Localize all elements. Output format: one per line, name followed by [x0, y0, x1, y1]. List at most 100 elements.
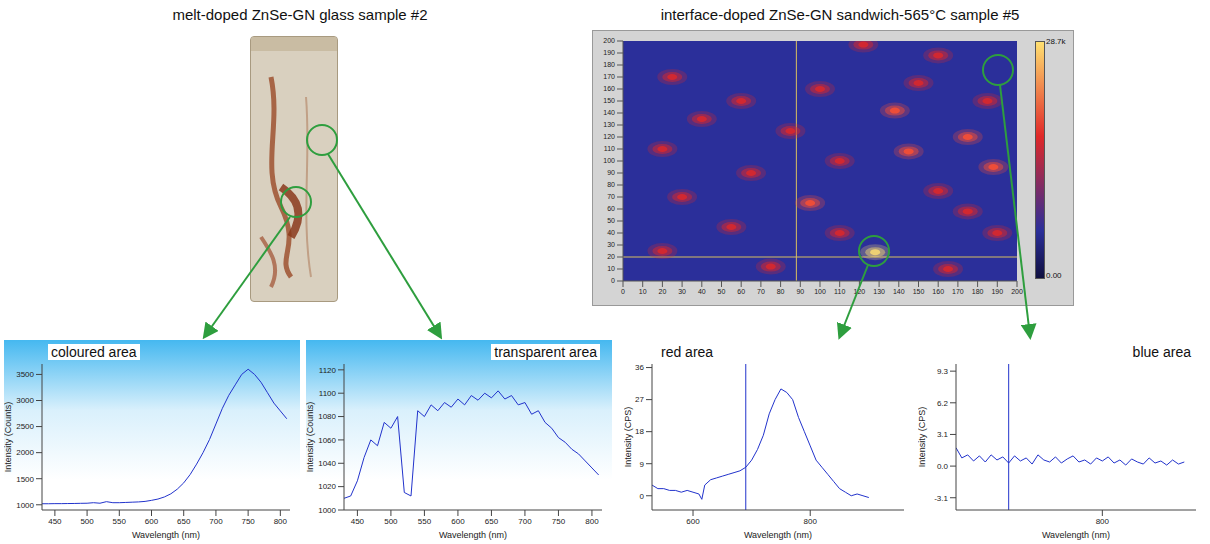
svg-text:6.2: 6.2 — [937, 399, 949, 408]
svg-text:600: 600 — [451, 517, 465, 526]
svg-text:3.1: 3.1 — [937, 430, 949, 439]
svg-text:180: 180 — [972, 288, 984, 295]
svg-text:40: 40 — [698, 288, 706, 295]
svg-text:550: 550 — [418, 517, 432, 526]
svg-text:170: 170 — [952, 288, 964, 295]
svg-text:110: 110 — [834, 288, 845, 295]
svg-text:Wavelength (nm): Wavelength (nm) — [744, 530, 812, 540]
svg-text:1080: 1080 — [318, 412, 336, 421]
svg-text:1120: 1120 — [319, 366, 337, 375]
svg-text:160: 160 — [603, 85, 615, 92]
svg-text:150: 150 — [603, 97, 615, 104]
svg-text:190: 190 — [991, 288, 1003, 295]
svg-text:Wavelength (nm): Wavelength (nm) — [1042, 530, 1110, 540]
svg-text:750: 750 — [552, 517, 566, 526]
svg-text:500: 500 — [80, 517, 94, 526]
svg-text:80: 80 — [607, 181, 615, 188]
svg-text:140: 140 — [603, 109, 615, 116]
svg-text:36: 36 — [635, 363, 644, 372]
html-text:red area: red area — [661, 344, 714, 360]
svg-text:2500: 2500 — [16, 422, 34, 431]
svg-text:800: 800 — [804, 517, 818, 526]
svg-text:Intensity (CPS): Intensity (CPS) — [918, 407, 927, 468]
svg-text:800: 800 — [585, 517, 599, 526]
svg-text:650: 650 — [485, 517, 499, 526]
svg-text:130: 130 — [603, 121, 615, 128]
svg-text:100: 100 — [814, 288, 826, 295]
svg-text:1040: 1040 — [318, 459, 336, 468]
svg-text:110: 110 — [604, 145, 615, 152]
svg-text:20: 20 — [659, 288, 667, 295]
html-text:transparent area: transparent area — [494, 344, 597, 360]
svg-text:0: 0 — [621, 288, 625, 295]
svg-text:130: 130 — [873, 288, 885, 295]
svg-text:0.0: 0.0 — [937, 462, 949, 471]
svg-text:100: 100 — [603, 157, 615, 164]
svg-text:Wavelength (nm): Wavelength (nm) — [439, 530, 507, 540]
svg-text:9.3: 9.3 — [937, 367, 949, 376]
svg-text:180: 180 — [603, 61, 615, 68]
html-text:0.00: 0.00 — [1046, 271, 1062, 280]
svg-text:800: 800 — [274, 517, 288, 526]
svg-text:9: 9 — [640, 460, 645, 469]
svg-text:18: 18 — [635, 427, 644, 436]
svg-text:450: 450 — [48, 517, 62, 526]
svg-text:200: 200 — [603, 37, 615, 44]
svg-text:10: 10 — [639, 288, 647, 295]
svg-text:Intensity (Counts): Intensity (Counts) — [306, 402, 315, 473]
svg-text:0: 0 — [611, 277, 615, 284]
svg-text:1000: 1000 — [318, 506, 336, 515]
svg-text:70: 70 — [757, 288, 765, 295]
html-text:blue area: blue area — [1132, 344, 1191, 360]
svg-text:Intensity (Counts): Intensity (Counts) — [4, 402, 13, 473]
svg-text:30: 30 — [678, 288, 686, 295]
svg-text:120: 120 — [854, 288, 866, 295]
svg-text:3000: 3000 — [16, 396, 34, 405]
svg-text:800: 800 — [1096, 517, 1110, 526]
svg-text:Intensity (CPS): Intensity (CPS) — [624, 407, 633, 468]
svg-text:80: 80 — [777, 288, 785, 295]
svg-text:0: 0 — [640, 492, 645, 501]
svg-text:600: 600 — [145, 517, 159, 526]
svg-text:50: 50 — [607, 217, 615, 224]
svg-text:60: 60 — [737, 288, 745, 295]
svg-text:90: 90 — [796, 288, 804, 295]
svg-text:50: 50 — [718, 288, 726, 295]
svg-text:1020: 1020 — [318, 482, 336, 491]
svg-text:650: 650 — [177, 517, 191, 526]
svg-text:20: 20 — [607, 253, 615, 260]
svg-text:750: 750 — [241, 517, 255, 526]
svg-text:Wavelength (nm): Wavelength (nm) — [132, 530, 200, 540]
svg-text:40: 40 — [607, 229, 615, 236]
svg-text:500: 500 — [384, 517, 398, 526]
svg-text:30: 30 — [607, 241, 615, 248]
svg-text:160: 160 — [932, 288, 944, 295]
svg-text:2000: 2000 — [16, 448, 34, 457]
html-text:melt-doped ZnSe-GN glass sampl: melt-doped ZnSe-GN glass sample #2 — [172, 6, 428, 23]
svg-text:3500: 3500 — [16, 370, 34, 379]
svg-text:170: 170 — [603, 73, 615, 80]
svg-text:190: 190 — [603, 49, 615, 56]
svg-text:120: 120 — [603, 133, 615, 140]
svg-text:1100: 1100 — [319, 389, 337, 398]
html-text:coloured area: coloured area — [51, 344, 137, 360]
svg-text:10: 10 — [607, 265, 615, 272]
svg-text:140: 140 — [893, 288, 905, 295]
html-text:28.7k: 28.7k — [1046, 37, 1066, 46]
svg-text:550: 550 — [113, 517, 127, 526]
svg-text:27: 27 — [635, 395, 644, 404]
svg-text:60: 60 — [607, 205, 615, 212]
svg-text:70: 70 — [607, 193, 615, 200]
svg-text:150: 150 — [913, 288, 925, 295]
svg-text:700: 700 — [518, 517, 532, 526]
svg-text:200: 200 — [1011, 288, 1023, 295]
html-text:interface-doped ZnSe-GN sandwi: interface-doped ZnSe-GN sandwich-565°C s… — [660, 6, 1020, 23]
svg-text:1060: 1060 — [318, 436, 336, 445]
svg-text:450: 450 — [351, 517, 365, 526]
svg-text:90: 90 — [607, 169, 615, 176]
svg-text:700: 700 — [209, 517, 223, 526]
svg-text:1500: 1500 — [16, 475, 34, 484]
svg-text:-3.1: -3.1 — [934, 494, 948, 503]
svg-text:600: 600 — [686, 517, 700, 526]
svg-text:1000: 1000 — [16, 501, 34, 510]
